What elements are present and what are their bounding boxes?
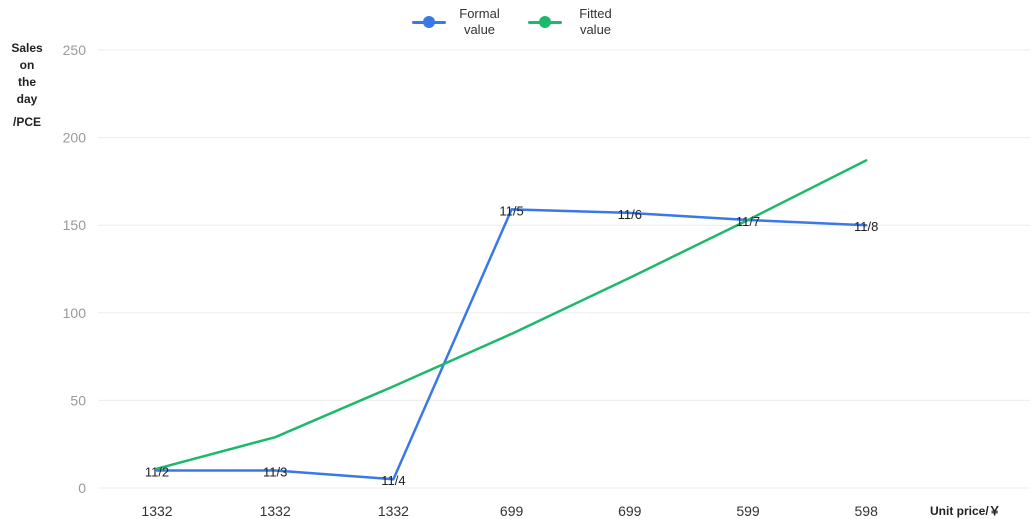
x-axis-label: Unit price/￥ [930,504,1001,518]
series-lines [155,159,868,481]
point-label-6: 11/8 [854,219,878,234]
legend-swatch-fitted [527,16,562,28]
legend-label-fitted: Fitted value [570,6,622,38]
legend-label-fitted-line2: value [579,22,612,37]
y-tick-label-50: 50 [70,392,86,408]
legend-label-formal-line2: value [463,22,496,37]
point-label-3: 11/5 [499,203,523,218]
y-tick-label-0: 0 [78,480,86,496]
point-labels: 11/2 11/3 11/4 11/5 11/6 11/7 11/8 [145,203,879,488]
y-tick-label-100: 100 [63,305,87,321]
series-line-formal-value[interactable] [155,208,868,481]
grid-lines [98,49,1030,489]
legend-label-formal-line1: Formal [459,6,500,21]
legend-swatch-formal [411,16,446,28]
legend: Formal value Fitted value [0,6,1033,38]
y-tick-label-250: 250 [63,42,87,58]
series-line-fitted-value[interactable] [155,159,868,470]
y-axis-label-line4: day [16,92,38,106]
legend-item-formal-value[interactable]: Formal value [411,6,506,38]
x-tick-label-0: 1332 [141,503,172,519]
legend-label-formal: Formal value [454,6,506,38]
point-label-4: 11/6 [618,207,642,222]
x-tick-label-6: 598 [855,503,879,519]
x-tick-label-4: 699 [618,503,642,519]
x-tick-label-3: 699 [500,503,524,519]
y-axis-label-line1: Sales [11,41,43,55]
y-axis-label-line2: on [19,58,35,72]
y-axis-ticks: 0 50 100 150 200 250 [63,42,87,496]
y-tick-label-150: 150 [63,217,87,233]
x-axis-ticks: 1332 1332 1332 699 699 599 598 [141,503,878,519]
y-axis-label: Sales on the day /PCE [6,40,48,131]
y-axis-label-line3: the [18,75,36,89]
x-tick-label-5: 599 [736,503,760,519]
point-label-5: 11/7 [736,214,760,229]
point-label-0: 11/2 [145,464,169,479]
y-tick-label-200: 200 [63,130,87,146]
legend-item-fitted-value[interactable]: Fitted value [527,6,622,38]
legend-label-fitted-line1: Fitted [579,6,612,21]
y-axis-unit: /PCE [12,115,41,129]
point-label-2: 11/4 [381,473,405,488]
x-tick-label-2: 1332 [378,503,409,519]
point-label-1: 11/3 [263,464,287,479]
x-tick-label-1: 1332 [260,503,291,519]
